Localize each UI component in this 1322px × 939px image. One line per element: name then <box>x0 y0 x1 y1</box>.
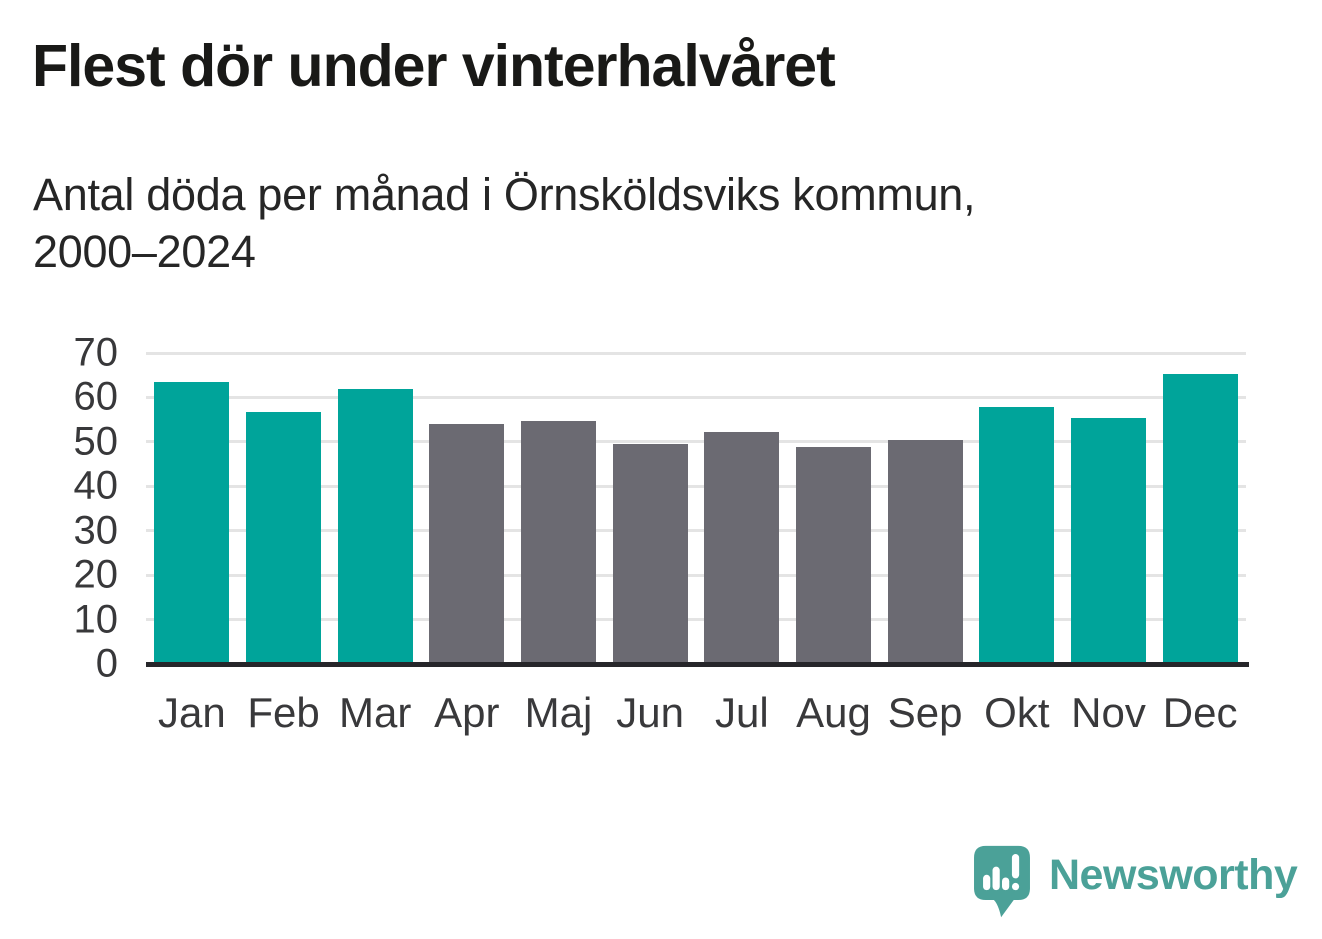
y-tick-label-70: 70 <box>73 330 119 375</box>
x-axis-labels: Jan Feb Mar Apr Maj Jun Jul Aug Sep Okt Nov Dec <box>146 689 1246 749</box>
x-tick-label-sep: Sep <box>887 689 963 736</box>
subtitle-line-1: Antal döda per månad i Örnsköldsviks kom… <box>33 169 976 220</box>
gridline-10 <box>146 618 1246 622</box>
gridline-60 <box>146 395 1246 399</box>
gridline-40 <box>146 484 1246 488</box>
subtitle-line-2: 2000–2024 <box>33 226 256 277</box>
bar-maj <box>521 421 596 664</box>
bar-jul <box>704 431 780 664</box>
gridline-20 <box>146 573 1246 577</box>
y-tick-label-0: 0 <box>95 641 118 686</box>
y-tick-label-40: 40 <box>73 463 119 508</box>
newsworthy-bubble-chart-icon <box>974 845 1030 918</box>
x-tick-label-apr: Apr <box>434 689 500 736</box>
x-axis-line <box>146 662 1249 667</box>
y-tick-label-10: 10 <box>73 597 119 642</box>
bar-aug <box>796 447 871 664</box>
bar-chart-plot-area <box>146 351 1246 664</box>
bar-apr <box>429 424 505 664</box>
gridline-70 <box>146 351 1246 355</box>
x-tick-label-nov: Nov <box>1071 689 1146 736</box>
y-axis-labels: 0 10 20 30 40 50 60 70 <box>30 331 119 686</box>
bar-jun <box>612 444 688 664</box>
y-tick-label-30: 30 <box>73 508 119 553</box>
y-tick-label-50: 50 <box>73 419 119 464</box>
y-tick-label-60: 60 <box>73 374 119 419</box>
bar-feb <box>246 412 321 664</box>
x-tick-label-maj: Maj <box>524 689 593 736</box>
bar-dec <box>1162 374 1238 664</box>
gridline-30 <box>146 529 1246 533</box>
chart-subtitle: Antal döda per månad i Örnsköldsviks kom… <box>33 166 976 280</box>
newsworthy-logo: Newsworthy <box>973 845 1298 919</box>
x-tick-label-aug: Aug <box>796 689 871 736</box>
bar-sep <box>887 439 963 664</box>
chart-title: Flest dör under vinterhalvåret <box>32 33 836 99</box>
newsworthy-wordmark: Newsworthy <box>1049 851 1298 899</box>
x-tick-label-feb: Feb <box>247 689 320 736</box>
bar-okt <box>979 406 1055 664</box>
x-tick-label-jul: Jul <box>714 689 769 736</box>
bar-nov <box>1071 418 1146 664</box>
gridline-50 <box>146 440 1246 444</box>
y-tick-label-20: 20 <box>73 552 119 597</box>
bar-mar <box>337 389 413 664</box>
x-tick-label-okt: Okt <box>984 689 1050 736</box>
bar-jan <box>154 381 230 664</box>
x-tick-label-jun: Jun <box>616 689 685 736</box>
x-tick-label-dec: Dec <box>1162 689 1238 736</box>
x-tick-label-jan: Jan <box>157 689 226 736</box>
x-tick-label-mar: Mar <box>338 689 412 736</box>
